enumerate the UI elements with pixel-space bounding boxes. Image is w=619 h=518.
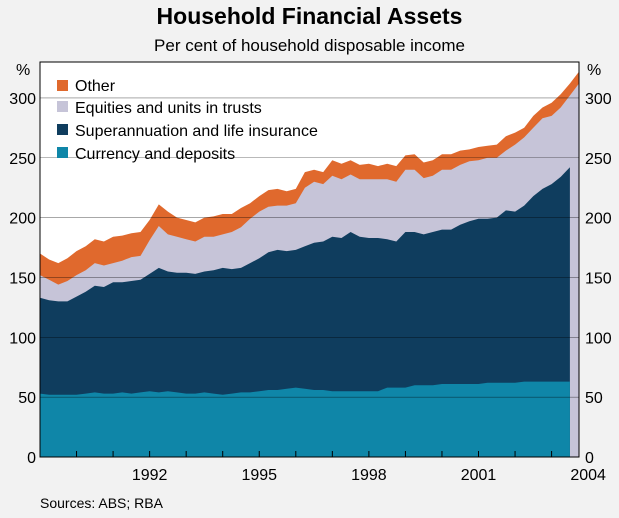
- y-tick-left-300: 300: [9, 91, 36, 108]
- legend-swatch-equities: [57, 101, 68, 112]
- y-tick-right-50: 50: [585, 390, 603, 407]
- chart-subtitle: Per cent of household disposable income: [154, 36, 465, 55]
- axes: 0 0 50 50 100 100 150 150 200 200 250 250 300 300 1992…: [9, 91, 612, 484]
- x-label-1995: 1995: [241, 467, 277, 484]
- y-tick-left-200: 200: [9, 211, 36, 228]
- x-label-2004: 2004: [570, 467, 606, 484]
- y-tick-left-50: 50: [18, 390, 36, 407]
- legend-label-currency: Currency and deposits: [75, 146, 235, 163]
- y-tick-left-150: 150: [9, 270, 36, 287]
- x-label-2001: 2001: [461, 467, 497, 484]
- chart-title: Household Financial Assets: [156, 3, 463, 29]
- gridlines: [40, 97, 579, 398]
- y-tick-left-100: 100: [9, 330, 36, 347]
- area-super: [40, 167, 570, 458]
- legend-label-other: Other: [75, 78, 116, 95]
- right-axis-unit: %: [587, 62, 602, 79]
- left-axis-unit: %: [16, 62, 31, 79]
- y-tick-left-250: 250: [9, 151, 36, 168]
- source-note: Sources: ABS; RBA: [40, 495, 163, 511]
- y-tick-right-0: 0: [585, 450, 594, 467]
- area-currency: [40, 381, 570, 457]
- legend: Other Equities and units in trusts Super…: [57, 78, 318, 163]
- y-tick-right-300: 300: [585, 91, 612, 108]
- legend-label-super: Superannuation and life insurance: [75, 123, 318, 140]
- y-tick-right-150: 150: [585, 270, 612, 287]
- y-tick-right-250: 250: [585, 151, 612, 168]
- legend-swatch-super: [57, 124, 68, 135]
- x-label-1992: 1992: [132, 467, 168, 484]
- legend-swatch-currency: [57, 147, 68, 158]
- area-layers: [40, 71, 579, 458]
- plot-border: [39, 61, 580, 458]
- x-label-1998: 1998: [351, 467, 387, 484]
- y-tick-right-100: 100: [585, 330, 612, 347]
- y-tick-left-0: 0: [27, 450, 36, 467]
- legend-swatch-other: [57, 80, 68, 91]
- legend-label-equities: Equities and units in trusts: [75, 100, 262, 117]
- y-tick-right-200: 200: [585, 211, 612, 228]
